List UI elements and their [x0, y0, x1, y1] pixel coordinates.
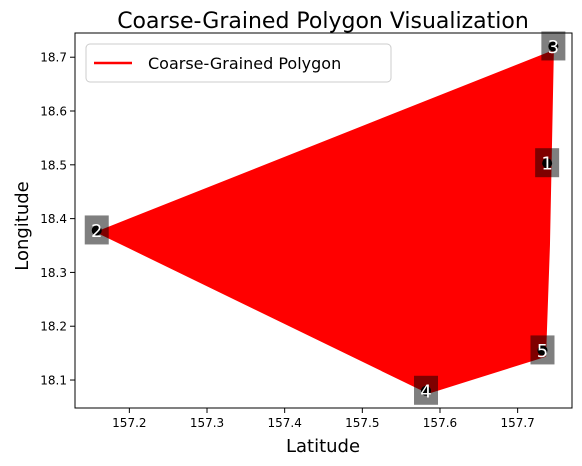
x-tick-label: 157.4 [267, 416, 301, 430]
vertex-layer: 1 2 3 4 5 [84, 31, 566, 405]
x-tick-label: 157.7 [500, 416, 534, 430]
x-axis-label: Latitude [286, 436, 360, 457]
x-tick-label: 157.3 [190, 416, 224, 430]
legend-entry-label: Coarse-Grained Polygon [148, 54, 341, 73]
x-axis-ticks: 157.2 157.3 157.4 157.5 157.6 157.7 [112, 408, 535, 430]
vertex-label-3: 3 [548, 37, 559, 58]
y-tick-label: 18.6 [40, 105, 67, 119]
polygon-shape [97, 50, 554, 394]
vertex-label-box-5 [530, 335, 555, 365]
plot-frame [74, 32, 573, 409]
legend: Coarse-Grained Polygon [85, 43, 392, 83]
x-tick-label: 157.2 [112, 416, 146, 430]
vertex-label-box-4 [414, 375, 439, 405]
vertex-label-box-2 [84, 215, 109, 245]
y-tick-label: 18.5 [40, 158, 67, 172]
vertex-label-4: 4 [420, 381, 431, 402]
vertex-label-1: 1 [541, 154, 552, 175]
x-tick-label: 157.5 [345, 416, 379, 430]
y-axis-label: Longitude [12, 181, 33, 271]
y-tick-label: 18.3 [40, 266, 67, 280]
vertex-label-box-3 [541, 31, 566, 61]
y-axis-ticks: 18.1 18.2 18.3 18.4 18.5 18.6 18.7 [40, 51, 75, 388]
vertex-label-box-1 [535, 148, 560, 178]
y-tick-label: 18.2 [40, 320, 67, 334]
vertex-label-5: 5 [537, 341, 548, 362]
y-tick-label: 18.7 [40, 51, 67, 65]
x-tick-label: 157.6 [423, 416, 457, 430]
polygon-layer [97, 50, 554, 394]
chart-title: Coarse-Grained Polygon Visualization [117, 9, 529, 34]
y-tick-label: 18.4 [40, 212, 67, 226]
vertex-label-2: 2 [91, 221, 102, 242]
legend-box [85, 43, 392, 83]
y-tick-label: 18.1 [40, 374, 67, 388]
